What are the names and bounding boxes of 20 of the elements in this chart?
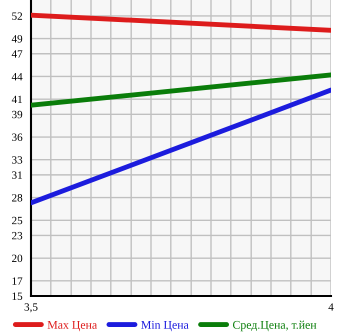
y-tick-label: 33 [12, 156, 22, 164]
x-tick-label: 4 [328, 303, 334, 311]
legend-label: Min Цена [141, 320, 189, 332]
y-tick-label: 15 [12, 292, 22, 300]
y-tick-label: 20 [12, 254, 22, 262]
y-tick-label: 23 [12, 232, 22, 240]
y-tick-label: 25 [12, 216, 22, 224]
y-tick-label: 28 [12, 194, 22, 202]
y-tick-label: 47 [12, 50, 22, 58]
y-tick-label: 44 [12, 73, 22, 80]
legend-label: Сред.Цена, т.йен [232, 320, 316, 332]
y-tick-label: 49 [12, 35, 22, 43]
y-tick-label: 39 [12, 110, 22, 118]
legend-label: Max Цена [48, 320, 97, 332]
y-tick-label: 31 [12, 171, 22, 179]
x-tick-label: 3,5 [24, 303, 38, 312]
y-tick-label: 36 [12, 134, 22, 141]
y-tick-label: 17 [12, 277, 22, 285]
y-tick-label: 41 [12, 96, 22, 104]
y-tick-label: 52 [12, 12, 22, 20]
